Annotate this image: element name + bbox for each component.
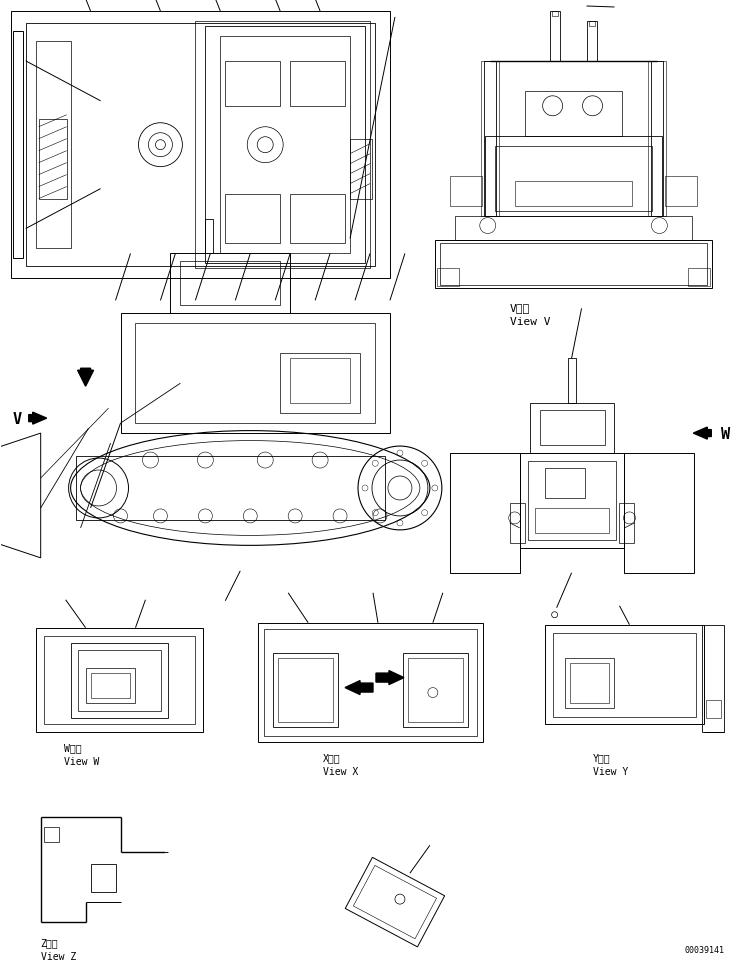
Bar (588, 22, 595, 27)
FancyArrow shape (693, 428, 711, 439)
Bar (550, 12, 559, 62)
FancyArrow shape (376, 671, 404, 685)
Bar (485, 136, 663, 216)
Bar (551, 12, 558, 17)
Bar (91, 864, 116, 892)
Bar (205, 27, 365, 264)
Bar (484, 62, 496, 216)
Bar (525, 91, 622, 136)
Bar (652, 62, 663, 216)
Bar (290, 62, 345, 107)
Bar (280, 354, 360, 413)
Text: View Y: View Y (593, 767, 628, 776)
Bar (26, 24, 375, 267)
FancyArrow shape (77, 369, 94, 386)
Bar (530, 404, 615, 454)
Bar (13, 32, 23, 259)
Text: W　視: W 視 (63, 743, 81, 752)
Bar (570, 663, 610, 702)
Bar (44, 827, 58, 843)
Text: Z　視: Z 視 (41, 937, 58, 947)
Text: View X: View X (323, 767, 359, 776)
Bar (565, 658, 615, 708)
Bar (77, 650, 162, 711)
Bar (258, 623, 483, 743)
Bar (180, 262, 280, 306)
Bar (539, 410, 604, 446)
FancyArrow shape (345, 681, 373, 695)
Bar (480, 62, 499, 216)
Bar (703, 625, 724, 732)
Bar (649, 62, 666, 216)
Bar (450, 177, 482, 207)
Bar (75, 456, 385, 520)
Text: 00039141: 00039141 (684, 945, 724, 954)
Bar (35, 42, 71, 249)
Bar (689, 269, 710, 287)
Bar (408, 658, 463, 723)
Bar (44, 636, 196, 725)
Bar (221, 37, 350, 255)
Text: W: W (721, 426, 731, 441)
Bar (71, 643, 168, 718)
Bar (520, 454, 624, 549)
Bar (545, 625, 704, 725)
Text: View W: View W (63, 756, 99, 767)
Bar (273, 653, 338, 727)
Bar (403, 653, 468, 727)
Bar (290, 358, 350, 404)
Bar (435, 241, 712, 289)
Bar (514, 182, 632, 207)
Bar (437, 269, 459, 287)
Text: V: V (13, 411, 22, 426)
Text: X　視: X 視 (323, 752, 341, 763)
Bar (120, 314, 390, 433)
Bar (11, 12, 390, 279)
Bar (528, 461, 616, 540)
Bar (534, 508, 610, 533)
Bar (666, 177, 697, 207)
Bar (494, 146, 652, 211)
Bar (706, 700, 721, 718)
Bar (38, 119, 66, 199)
Bar (136, 324, 375, 424)
Bar (350, 139, 372, 199)
Text: V　視: V 視 (510, 303, 530, 313)
Bar (450, 454, 520, 573)
Bar (455, 216, 692, 241)
Bar (91, 673, 131, 698)
Bar (86, 668, 136, 702)
Bar (619, 504, 635, 543)
Bar (587, 22, 596, 62)
Bar (170, 255, 290, 314)
Bar (225, 194, 280, 244)
Bar (568, 358, 576, 404)
Bar (624, 454, 694, 573)
Bar (225, 62, 280, 107)
Text: Y　視: Y 視 (593, 752, 610, 763)
Text: View Z: View Z (41, 951, 76, 961)
Bar (264, 629, 477, 737)
Bar (196, 22, 370, 269)
Bar (545, 469, 584, 499)
Bar (290, 194, 345, 244)
Bar (205, 219, 213, 255)
Bar (510, 504, 525, 543)
Text: View V: View V (510, 317, 551, 327)
FancyArrow shape (29, 412, 46, 425)
Bar (553, 633, 697, 717)
Bar (278, 658, 333, 723)
Bar (440, 244, 707, 286)
Bar (35, 628, 204, 732)
